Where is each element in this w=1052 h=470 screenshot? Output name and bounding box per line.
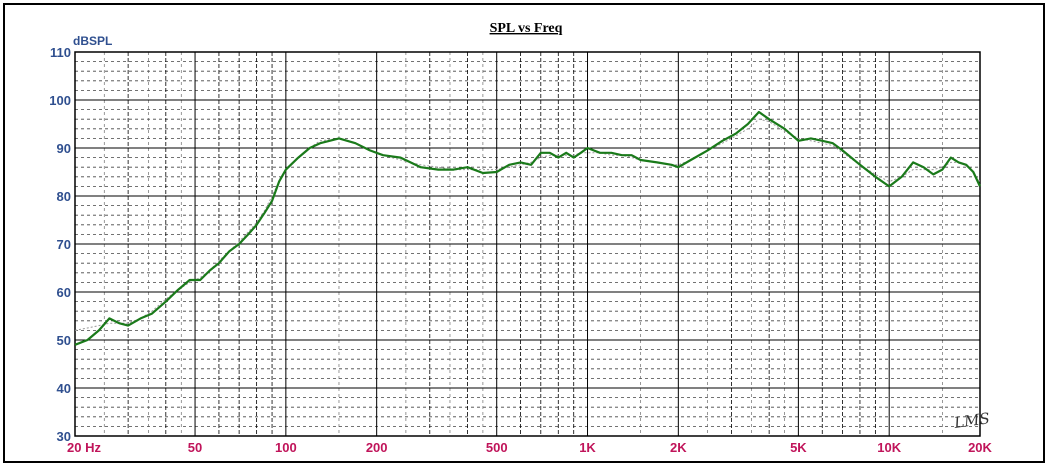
series-lines	[74, 110, 981, 346]
x-tick-labels: 20 Hz 50 100 200 500 1K 2K 5K 10K 20K	[67, 440, 993, 455]
x-tick-label: 100	[275, 440, 297, 455]
chart-frame	[3, 3, 1045, 463]
x-tick-label: 50	[188, 440, 202, 455]
x-tick-label: 1K	[579, 440, 596, 455]
y-tick-label: 90	[57, 141, 71, 156]
x-tick-label: 200	[366, 440, 388, 455]
x-tick-label: 5K	[790, 440, 807, 455]
brand-watermark: LMS	[952, 409, 991, 432]
plot-area-border	[74, 51, 981, 437]
x-tick-label: 20K	[968, 440, 992, 455]
chart-title: SPL vs Freq	[490, 21, 563, 36]
minor-grid	[75, 52, 980, 436]
major-grid	[74, 51, 981, 437]
y-tick-label: 70	[57, 237, 71, 252]
y-tick-label: 40	[57, 381, 71, 396]
y-tick-label: 30	[57, 429, 71, 444]
y-tick-label: 60	[57, 285, 71, 300]
x-tick-label: 10K	[877, 440, 901, 455]
y-tick-labels: 30 40 50 60 70 80 90 100 110	[49, 45, 71, 444]
y-tick-label: 100	[49, 93, 71, 108]
y-tick-label: 80	[57, 189, 71, 204]
y-tick-label: 110	[50, 45, 71, 60]
y-tick-label: 50	[57, 333, 71, 348]
y-axis-label: dBSPL	[73, 34, 112, 48]
series-line-measured	[74, 110, 981, 346]
x-tick-label: 20 Hz	[67, 440, 101, 455]
x-tick-label: 2K	[670, 440, 687, 455]
x-tick-label: 500	[486, 440, 508, 455]
series-line-smoothed	[74, 118, 981, 331]
